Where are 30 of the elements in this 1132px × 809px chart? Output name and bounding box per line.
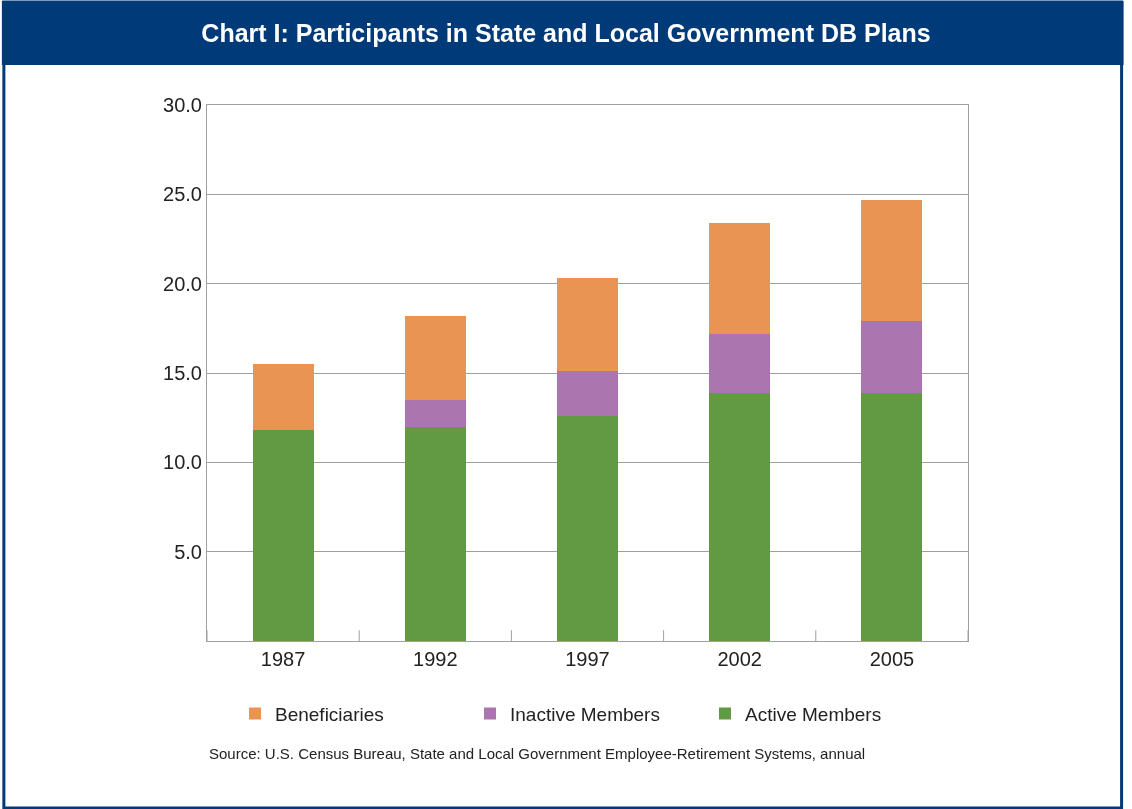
bar bbox=[252, 430, 314, 641]
y-tick-label: 30.0 bbox=[163, 94, 202, 116]
bar bbox=[709, 222, 771, 334]
x-tick-label: 1997 bbox=[565, 648, 610, 670]
bar bbox=[709, 333, 771, 393]
legend-label: Inactive Members bbox=[510, 703, 660, 725]
bar bbox=[861, 392, 923, 641]
bar bbox=[557, 371, 618, 416]
bar bbox=[404, 399, 466, 427]
y-tick-label: 20.0 bbox=[163, 272, 202, 295]
bar bbox=[404, 426, 466, 641]
legend-label: Beneficiaries bbox=[275, 703, 384, 725]
bar bbox=[557, 415, 618, 641]
x-tick-label: 1992 bbox=[413, 648, 458, 670]
source-note: Source: U.S. Census Bureau, State and Local Government Employee-Retirement Systems, annual bbox=[209, 745, 866, 762]
bar bbox=[861, 321, 923, 393]
y-tick-label: 10.0 bbox=[163, 451, 202, 474]
y-tick-label: 25.0 bbox=[163, 183, 202, 206]
y-tick-label: 5.0 bbox=[174, 540, 202, 563]
bar bbox=[861, 199, 923, 322]
bar bbox=[252, 364, 314, 431]
chart-title: Chart I: Participants in State and Local Government DB Plans bbox=[201, 18, 931, 47]
bar bbox=[709, 392, 771, 641]
x-tick-label: 1987 bbox=[260, 648, 306, 670]
x-tick-label: 2005 bbox=[869, 648, 915, 670]
legend-label: Active Members bbox=[745, 703, 882, 725]
bar bbox=[404, 315, 466, 400]
bar bbox=[557, 278, 618, 372]
x-tick-label: 2002 bbox=[717, 648, 762, 670]
y-tick-label: 15.0 bbox=[163, 362, 202, 384]
